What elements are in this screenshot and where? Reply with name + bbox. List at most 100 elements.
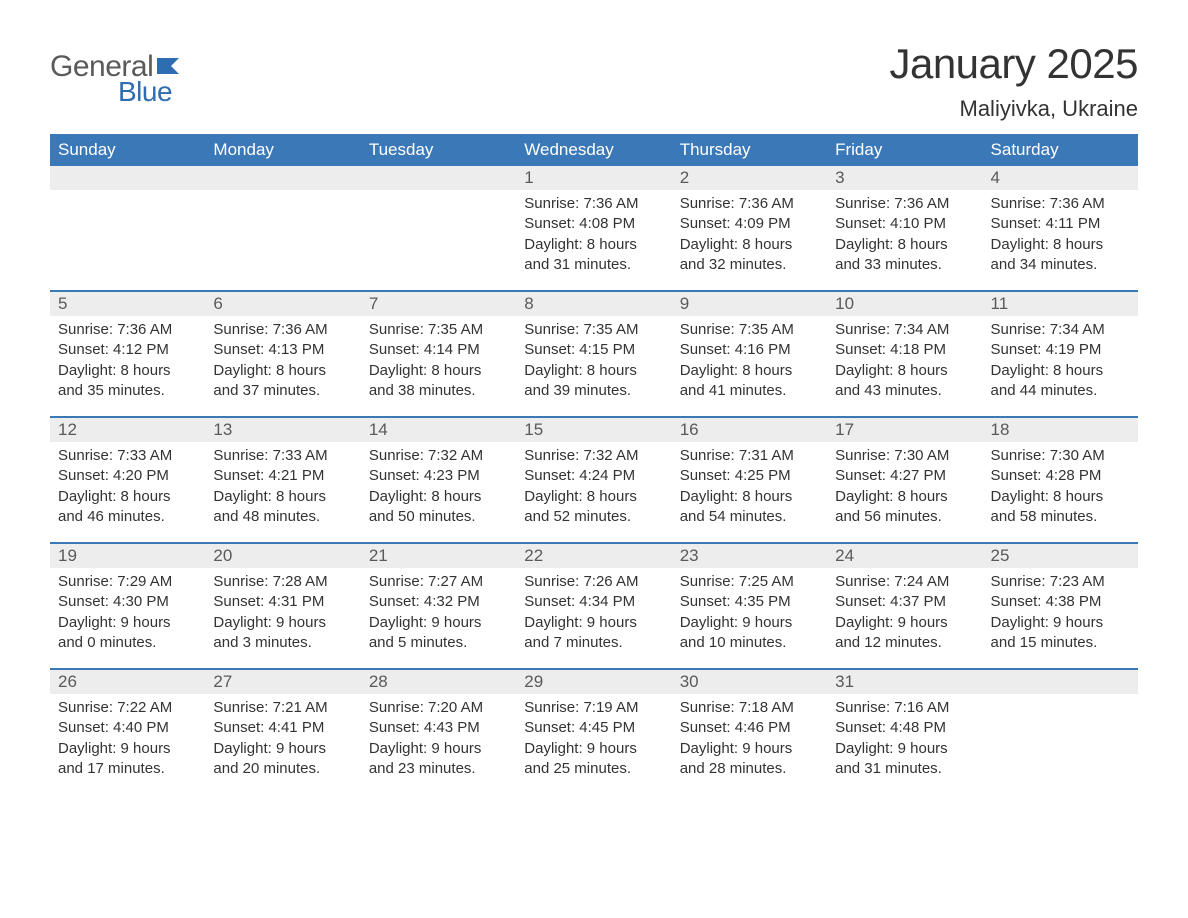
daylight-text-1: Daylight: 8 hours: [369, 487, 508, 507]
sunrise-text: Sunrise: 7:33 AM: [213, 446, 352, 466]
day-number: 26: [50, 670, 205, 694]
day-number: 1: [516, 166, 671, 190]
sunset-text: Sunset: 4:18 PM: [835, 340, 974, 360]
daylight-text-1: Daylight: 9 hours: [991, 613, 1130, 633]
sunset-text: Sunset: 4:12 PM: [58, 340, 197, 360]
sunrise-text: Sunrise: 7:36 AM: [213, 320, 352, 340]
day-details: Sunrise: 7:36 AMSunset: 4:08 PMDaylight:…: [516, 190, 671, 275]
day-details: Sunrise: 7:26 AMSunset: 4:34 PMDaylight:…: [516, 568, 671, 653]
daylight-text-2: and 58 minutes.: [991, 507, 1130, 527]
daylight-text-2: and 38 minutes.: [369, 381, 508, 401]
daylight-text-2: and 34 minutes.: [991, 255, 1130, 275]
daylight-text-1: Daylight: 8 hours: [991, 235, 1130, 255]
day-number: 9: [672, 292, 827, 316]
daylight-text-2: and 15 minutes.: [991, 633, 1130, 653]
day-details: Sunrise: 7:24 AMSunset: 4:37 PMDaylight:…: [827, 568, 982, 653]
sunset-text: Sunset: 4:40 PM: [58, 718, 197, 738]
day-cell: 19Sunrise: 7:29 AMSunset: 4:30 PMDayligh…: [50, 544, 205, 668]
daylight-text-1: Daylight: 9 hours: [369, 739, 508, 759]
day-cell: 28Sunrise: 7:20 AMSunset: 4:43 PMDayligh…: [361, 670, 516, 794]
day-cell: 14Sunrise: 7:32 AMSunset: 4:23 PMDayligh…: [361, 418, 516, 542]
day-details: Sunrise: 7:36 AMSunset: 4:11 PMDaylight:…: [983, 190, 1138, 275]
week-row: 19Sunrise: 7:29 AMSunset: 4:30 PMDayligh…: [50, 542, 1138, 668]
daylight-text-1: Daylight: 8 hours: [213, 487, 352, 507]
weeks-container: 1Sunrise: 7:36 AMSunset: 4:08 PMDaylight…: [50, 166, 1138, 794]
day-cell: 27Sunrise: 7:21 AMSunset: 4:41 PMDayligh…: [205, 670, 360, 794]
day-cell: 9Sunrise: 7:35 AMSunset: 4:16 PMDaylight…: [672, 292, 827, 416]
week-row: 26Sunrise: 7:22 AMSunset: 4:40 PMDayligh…: [50, 668, 1138, 794]
weekday-thursday: Thursday: [672, 134, 827, 166]
day-cell: 8Sunrise: 7:35 AMSunset: 4:15 PMDaylight…: [516, 292, 671, 416]
daylight-text-2: and 3 minutes.: [213, 633, 352, 653]
weekday-wednesday: Wednesday: [516, 134, 671, 166]
daylight-text-2: and 31 minutes.: [835, 759, 974, 779]
day-number: 7: [361, 292, 516, 316]
sunrise-text: Sunrise: 7:16 AM: [835, 698, 974, 718]
day-number: 21: [361, 544, 516, 568]
day-details: Sunrise: 7:33 AMSunset: 4:21 PMDaylight:…: [205, 442, 360, 527]
day-details: Sunrise: 7:21 AMSunset: 4:41 PMDaylight:…: [205, 694, 360, 779]
day-cell: 31Sunrise: 7:16 AMSunset: 4:48 PMDayligh…: [827, 670, 982, 794]
day-number: 18: [983, 418, 1138, 442]
daylight-text-1: Daylight: 9 hours: [835, 739, 974, 759]
day-cell: 3Sunrise: 7:36 AMSunset: 4:10 PMDaylight…: [827, 166, 982, 290]
daylight-text-2: and 35 minutes.: [58, 381, 197, 401]
day-number: 19: [50, 544, 205, 568]
sunset-text: Sunset: 4:37 PM: [835, 592, 974, 612]
sunset-text: Sunset: 4:30 PM: [58, 592, 197, 612]
sunrise-text: Sunrise: 7:23 AM: [991, 572, 1130, 592]
day-number: 30: [672, 670, 827, 694]
day-cell: 12Sunrise: 7:33 AMSunset: 4:20 PMDayligh…: [50, 418, 205, 542]
daylight-text-2: and 54 minutes.: [680, 507, 819, 527]
sunrise-text: Sunrise: 7:36 AM: [524, 194, 663, 214]
sunrise-text: Sunrise: 7:28 AM: [213, 572, 352, 592]
day-number: 27: [205, 670, 360, 694]
daylight-text-1: Daylight: 9 hours: [369, 613, 508, 633]
day-details: Sunrise: 7:36 AMSunset: 4:12 PMDaylight:…: [50, 316, 205, 401]
sunset-text: Sunset: 4:27 PM: [835, 466, 974, 486]
day-details: Sunrise: 7:19 AMSunset: 4:45 PMDaylight:…: [516, 694, 671, 779]
day-cell: 4Sunrise: 7:36 AMSunset: 4:11 PMDaylight…: [983, 166, 1138, 290]
sunrise-text: Sunrise: 7:25 AM: [680, 572, 819, 592]
daylight-text-2: and 52 minutes.: [524, 507, 663, 527]
day-cell: 11Sunrise: 7:34 AMSunset: 4:19 PMDayligh…: [983, 292, 1138, 416]
sunrise-text: Sunrise: 7:19 AM: [524, 698, 663, 718]
day-number: [50, 166, 205, 190]
day-details: Sunrise: 7:18 AMSunset: 4:46 PMDaylight:…: [672, 694, 827, 779]
day-details: Sunrise: 7:16 AMSunset: 4:48 PMDaylight:…: [827, 694, 982, 779]
day-number: [205, 166, 360, 190]
daylight-text-2: and 33 minutes.: [835, 255, 974, 275]
weekday-monday: Monday: [205, 134, 360, 166]
day-cell: 20Sunrise: 7:28 AMSunset: 4:31 PMDayligh…: [205, 544, 360, 668]
day-cell: 13Sunrise: 7:33 AMSunset: 4:21 PMDayligh…: [205, 418, 360, 542]
day-cell: 30Sunrise: 7:18 AMSunset: 4:46 PMDayligh…: [672, 670, 827, 794]
day-details: Sunrise: 7:29 AMSunset: 4:30 PMDaylight:…: [50, 568, 205, 653]
day-cell: 26Sunrise: 7:22 AMSunset: 4:40 PMDayligh…: [50, 670, 205, 794]
sunset-text: Sunset: 4:13 PM: [213, 340, 352, 360]
day-cell: 22Sunrise: 7:26 AMSunset: 4:34 PMDayligh…: [516, 544, 671, 668]
daylight-text-2: and 37 minutes.: [213, 381, 352, 401]
daylight-text-2: and 44 minutes.: [991, 381, 1130, 401]
day-cell: [205, 166, 360, 290]
sunrise-text: Sunrise: 7:36 AM: [680, 194, 819, 214]
daylight-text-1: Daylight: 8 hours: [835, 235, 974, 255]
location-text: Maliyivka, Ukraine: [889, 96, 1138, 122]
sunrise-text: Sunrise: 7:30 AM: [835, 446, 974, 466]
daylight-text-1: Daylight: 8 hours: [680, 361, 819, 381]
daylight-text-1: Daylight: 9 hours: [58, 613, 197, 633]
daylight-text-2: and 7 minutes.: [524, 633, 663, 653]
daylight-text-1: Daylight: 8 hours: [369, 361, 508, 381]
day-details: Sunrise: 7:32 AMSunset: 4:24 PMDaylight:…: [516, 442, 671, 527]
day-cell: 18Sunrise: 7:30 AMSunset: 4:28 PMDayligh…: [983, 418, 1138, 542]
day-cell: 15Sunrise: 7:32 AMSunset: 4:24 PMDayligh…: [516, 418, 671, 542]
daylight-text-2: and 17 minutes.: [58, 759, 197, 779]
daylight-text-2: and 48 minutes.: [213, 507, 352, 527]
day-cell: [50, 166, 205, 290]
day-number: 25: [983, 544, 1138, 568]
sunrise-text: Sunrise: 7:20 AM: [369, 698, 508, 718]
daylight-text-2: and 5 minutes.: [369, 633, 508, 653]
daylight-text-1: Daylight: 8 hours: [680, 235, 819, 255]
weekday-tuesday: Tuesday: [361, 134, 516, 166]
day-details: Sunrise: 7:27 AMSunset: 4:32 PMDaylight:…: [361, 568, 516, 653]
sunrise-text: Sunrise: 7:36 AM: [58, 320, 197, 340]
